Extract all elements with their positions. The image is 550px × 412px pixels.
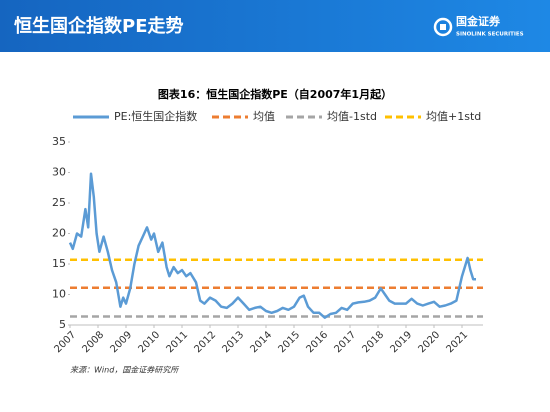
x-tick-label: 2009 bbox=[108, 329, 134, 355]
logo-name: 国金证券 bbox=[456, 14, 501, 28]
legend-label: 均值 bbox=[253, 110, 275, 123]
x-tick-label: 2019 bbox=[388, 329, 414, 355]
pe-line bbox=[68, 172, 476, 319]
y-tick-label: 20 bbox=[52, 227, 66, 240]
logo-subname: SINOLINK SECURITIES bbox=[456, 32, 524, 38]
x-tick-label: 2020 bbox=[416, 329, 442, 355]
source: 来源：Wind，国金证券研究所 bbox=[70, 366, 180, 375]
chart-title: 图表16：恒生国企指数PE（自2007年1月起） bbox=[158, 87, 392, 101]
x-tick-label: 2014 bbox=[248, 329, 274, 355]
x-tick-label: 2013 bbox=[220, 329, 246, 355]
y-tick-label: 25 bbox=[52, 196, 66, 209]
x-tick-label: 2015 bbox=[276, 329, 302, 355]
logo-icon bbox=[433, 17, 453, 37]
y-tick-label: 30 bbox=[52, 166, 66, 179]
header-bar bbox=[0, 0, 550, 52]
x-tick-label: 2007 bbox=[52, 329, 78, 355]
x-tick-label: 2011 bbox=[164, 329, 190, 355]
y-tick-label: 15 bbox=[52, 257, 66, 270]
legend-label: 均值+1std bbox=[426, 110, 481, 123]
y-tick-label: 10 bbox=[52, 288, 66, 301]
x-tick-label: 2012 bbox=[192, 329, 218, 355]
x-tick-label: 2017 bbox=[332, 329, 358, 355]
y-tick-label: 5 bbox=[59, 318, 66, 331]
x-tick-label: 2008 bbox=[80, 329, 106, 355]
legend-label: PE:恒生国企指数 bbox=[114, 109, 197, 123]
x-tick-label: 2016 bbox=[304, 329, 330, 355]
header-title: 恒生国企指数PE走势 bbox=[14, 15, 184, 37]
legend-label: 均值-1std bbox=[327, 110, 377, 123]
logo-icon bbox=[440, 24, 446, 30]
x-tick-label: 2021 bbox=[444, 329, 470, 355]
x-tick-label: 2018 bbox=[360, 329, 386, 355]
x-tick-label: 2010 bbox=[136, 329, 162, 355]
y-tick-label: 35 bbox=[52, 135, 66, 148]
